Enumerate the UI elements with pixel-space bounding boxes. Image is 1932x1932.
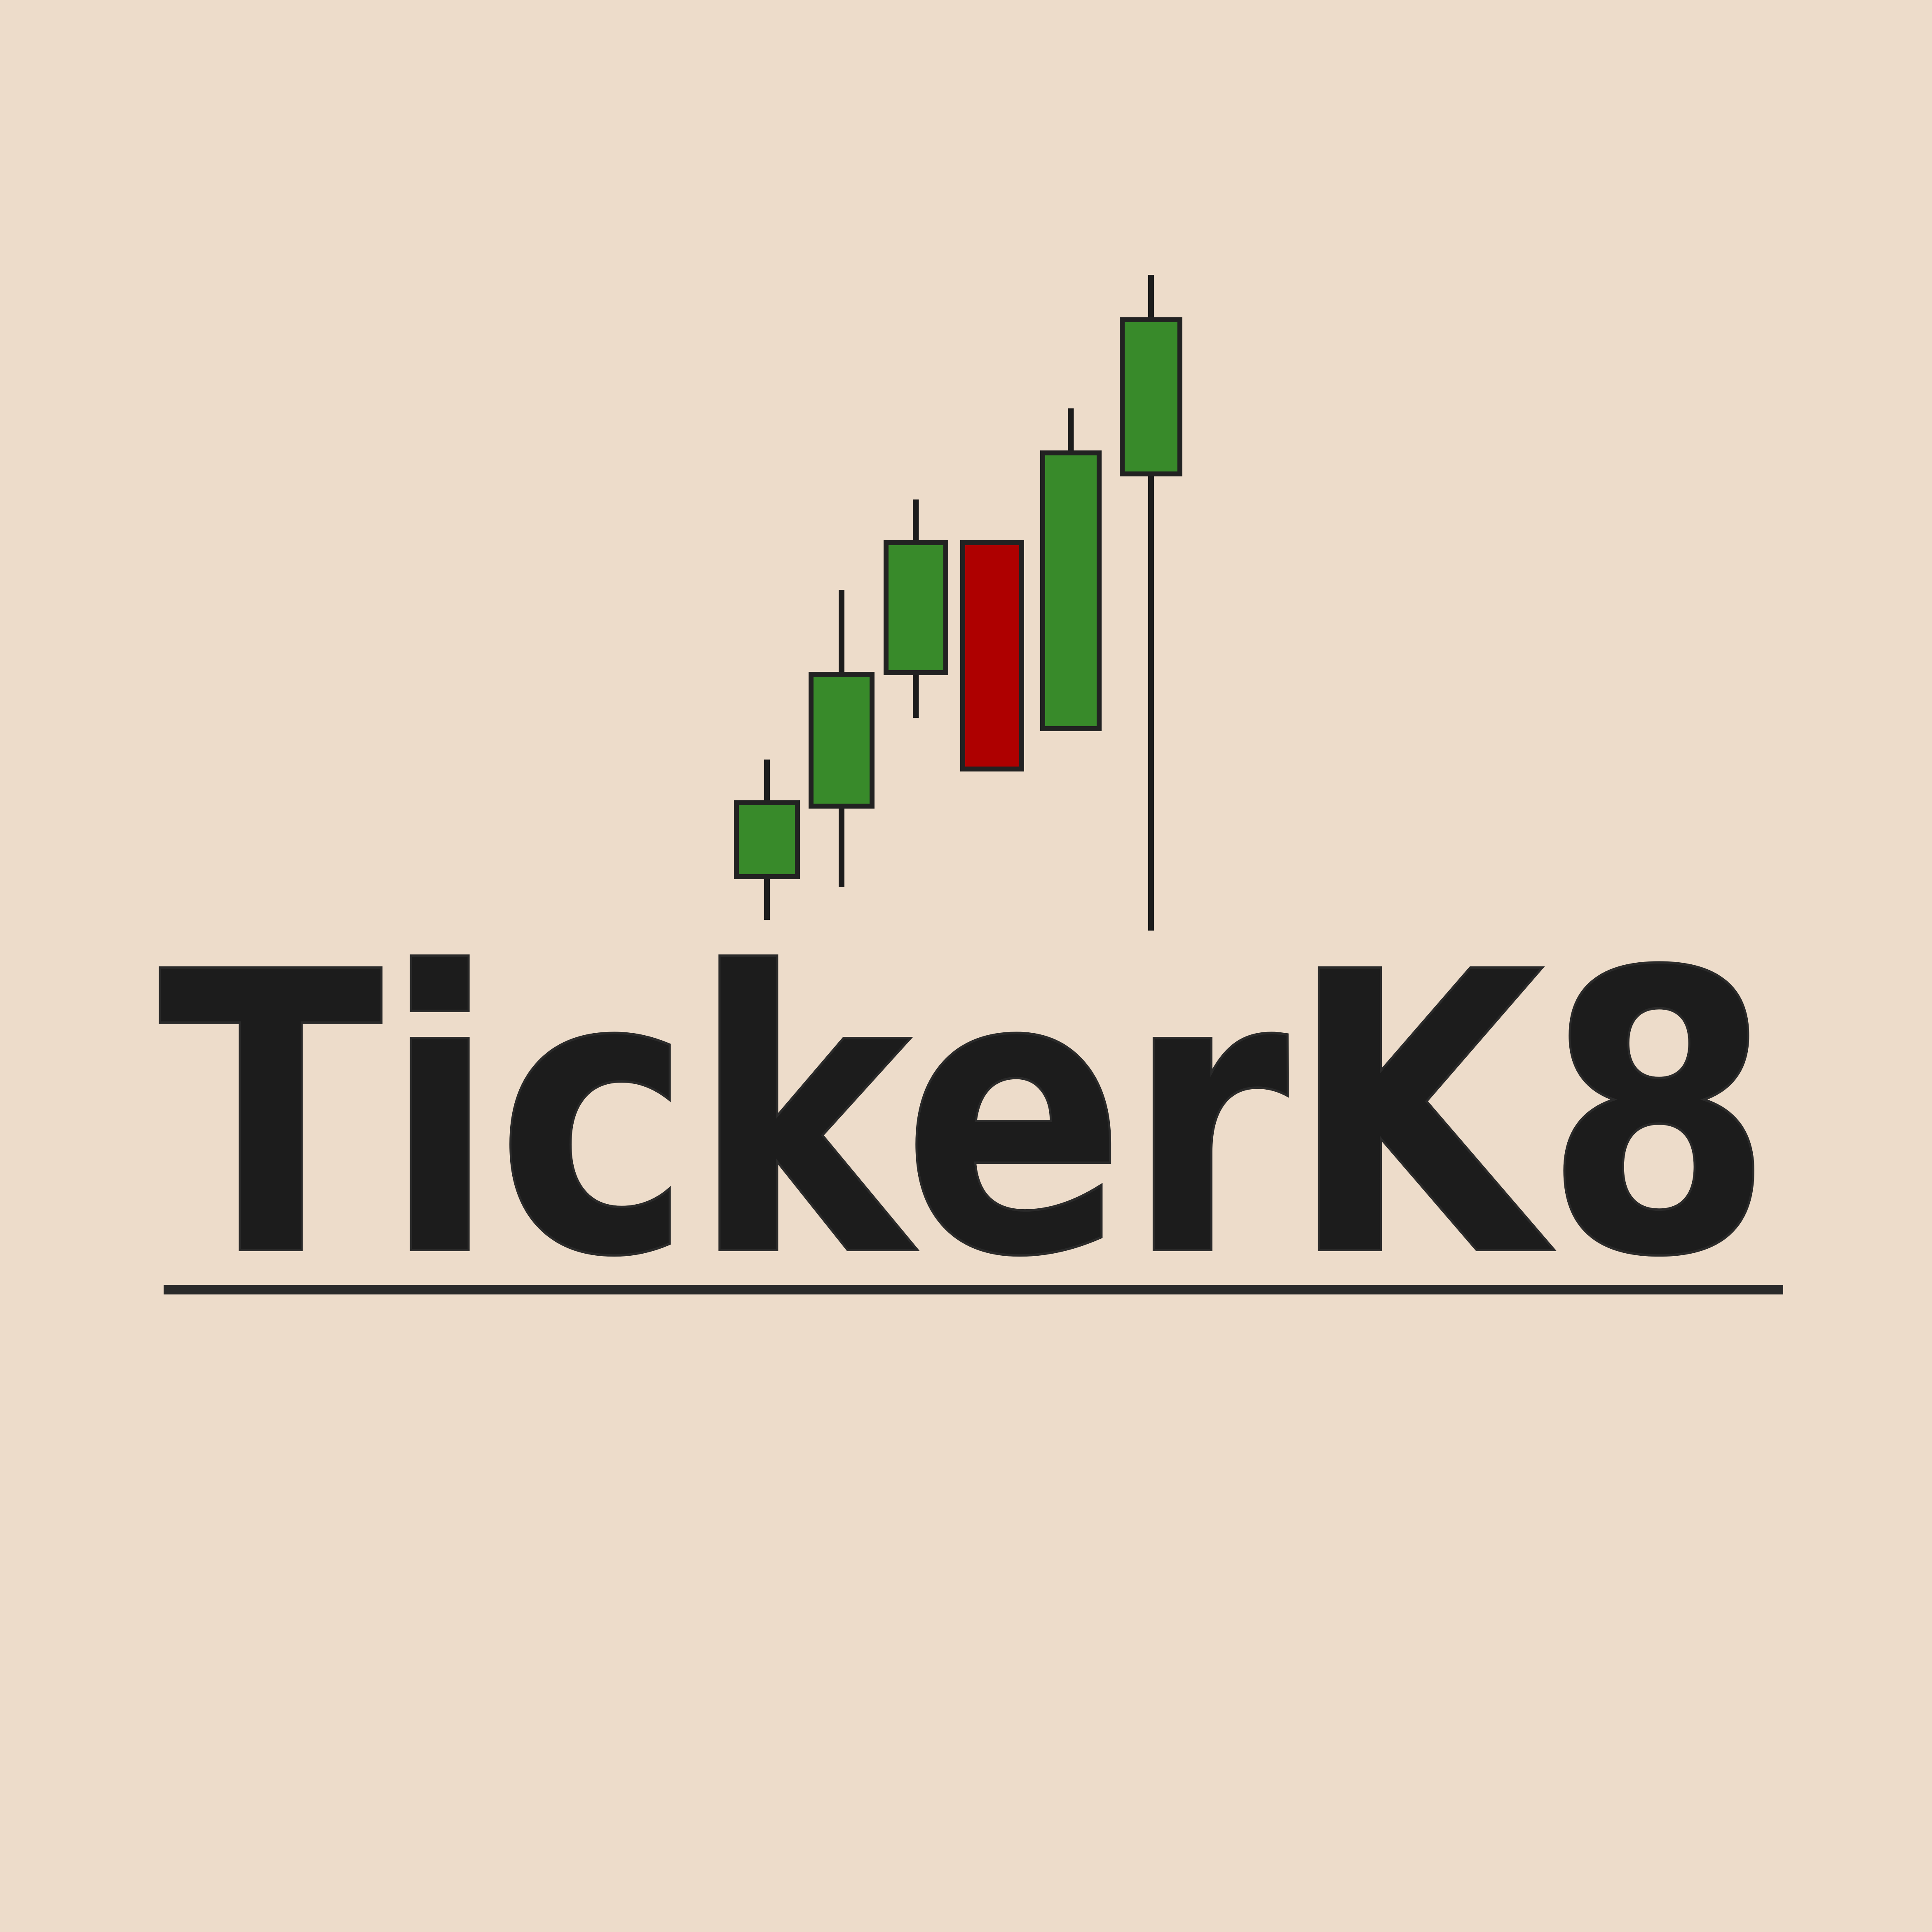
bullish-candle	[809, 590, 875, 887]
candle-body	[1120, 317, 1182, 476]
bullish-candle	[734, 760, 800, 920]
candle-body	[809, 672, 875, 809]
candlestick-icon	[734, 275, 1182, 931]
candle-body	[960, 540, 1024, 771]
wordmark-text: TickerK8	[158, 890, 1774, 1341]
candle-body	[884, 540, 948, 675]
bullish-candle	[884, 499, 948, 718]
bullish-candle	[1120, 275, 1182, 931]
bullish-candle	[1040, 408, 1102, 731]
candle-body	[1040, 450, 1102, 731]
candle-body	[734, 800, 800, 879]
bearish-candle	[960, 540, 1024, 771]
underline-rule	[164, 1285, 1783, 1294]
